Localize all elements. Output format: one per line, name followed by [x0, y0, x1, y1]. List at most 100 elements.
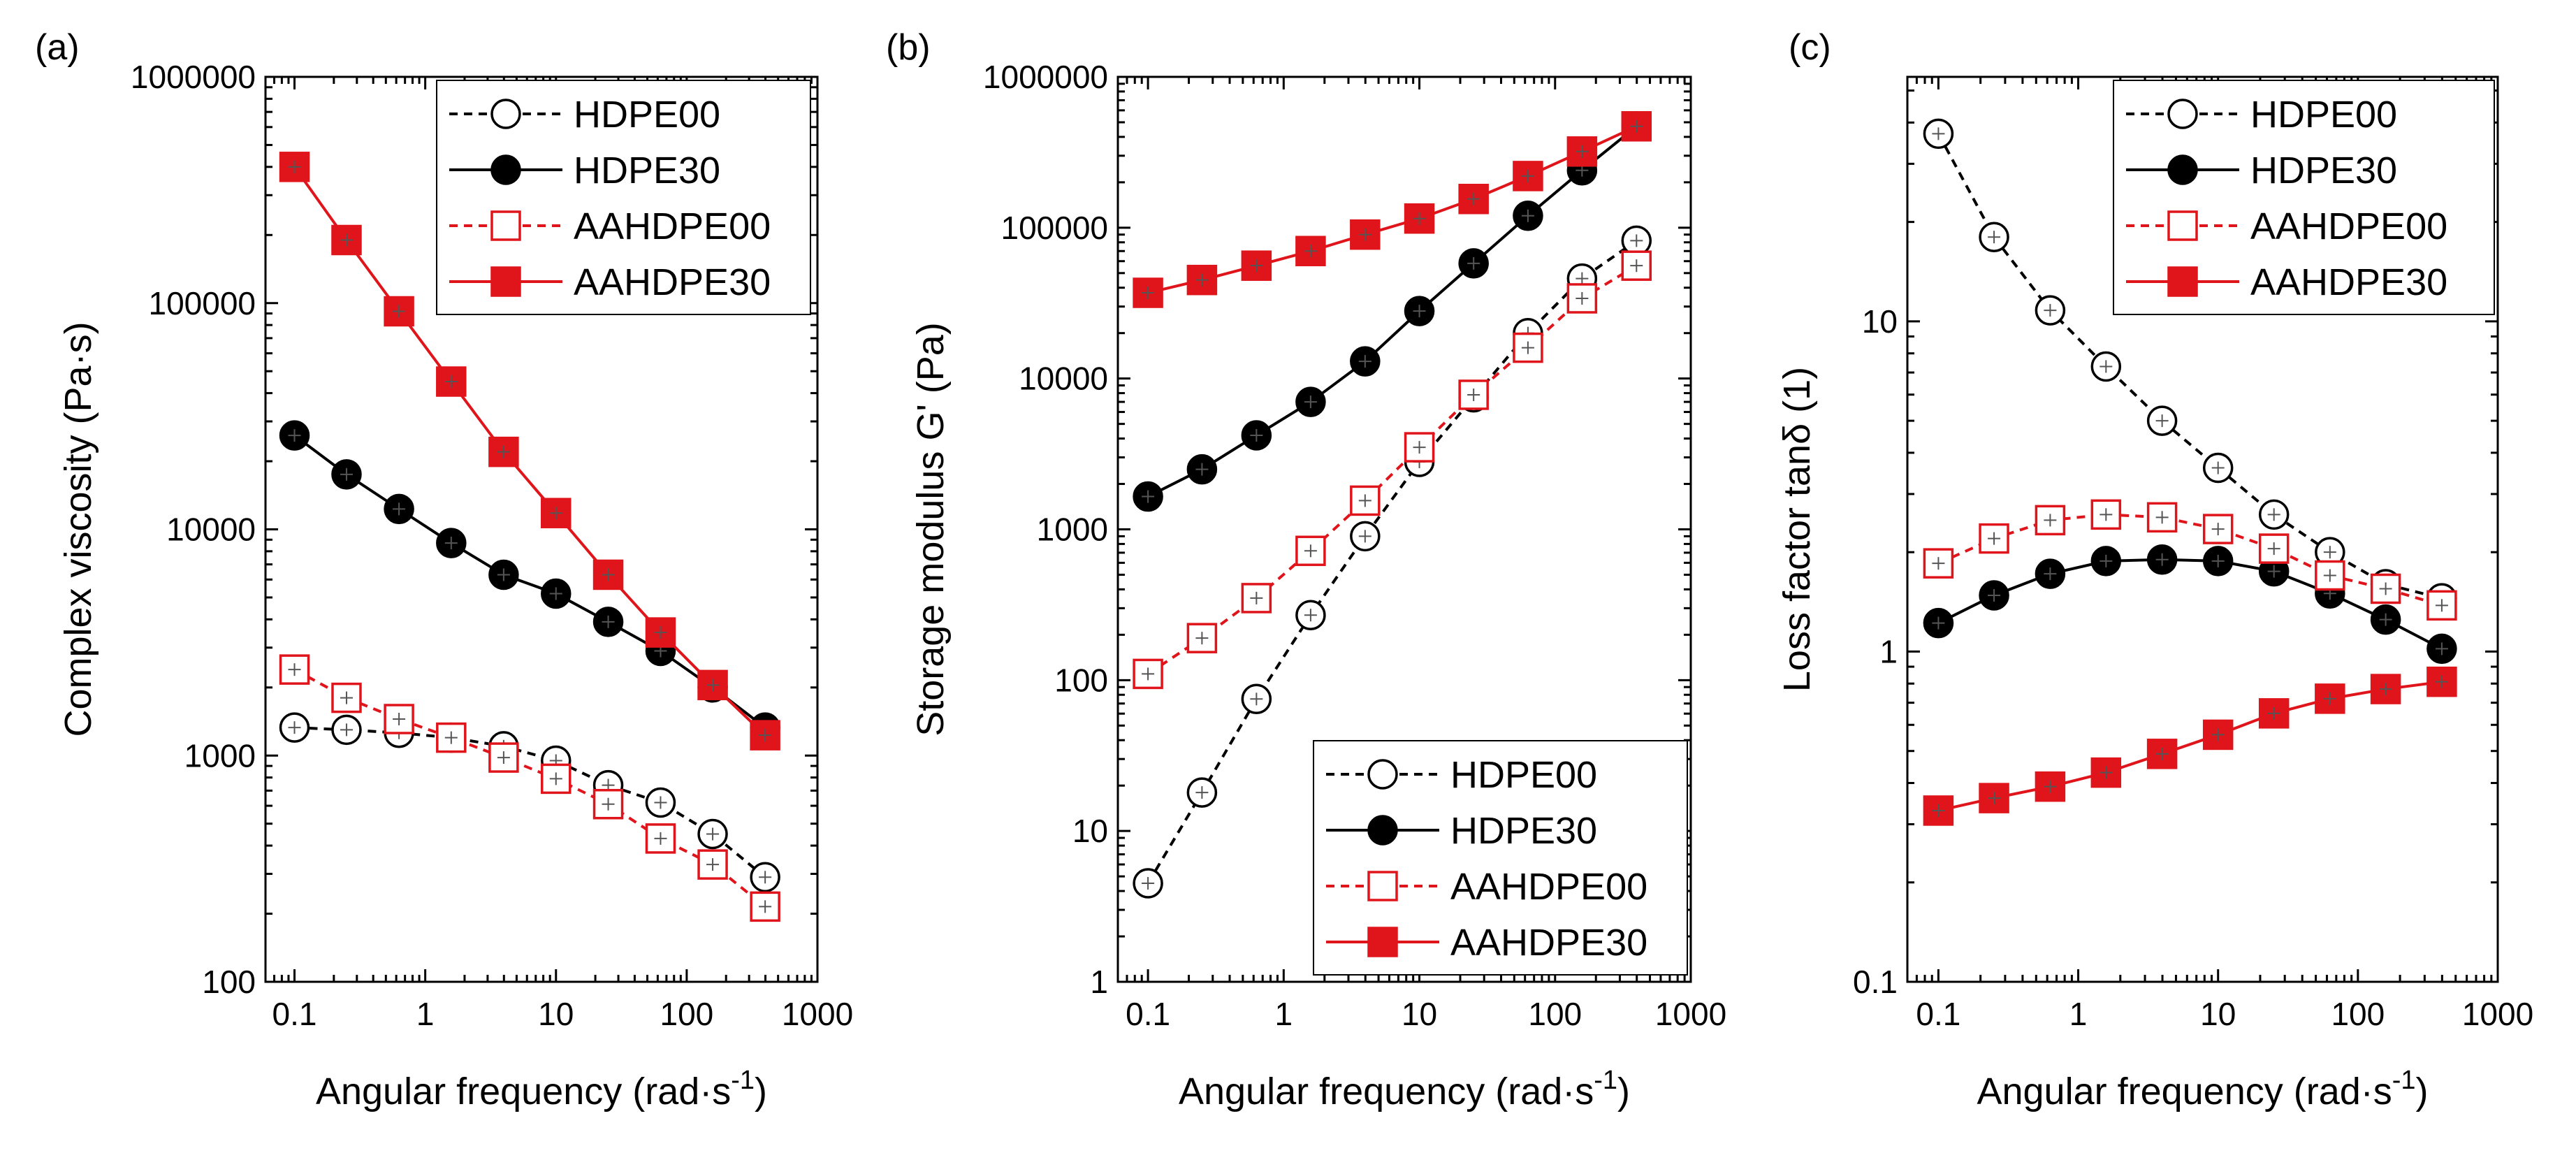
- legend-marker: [2167, 266, 2198, 297]
- legend-item: HDPE00: [449, 94, 720, 136]
- series-AAHDPE00: [1133, 250, 1652, 690]
- y-tick-label: 1: [1879, 633, 1898, 669]
- legend-label: AAHDPE30: [2250, 261, 2447, 303]
- y-tick-label: 1000: [1037, 512, 1108, 548]
- x-tick-label: 100: [1528, 996, 1582, 1032]
- y-tick-label: 100000: [1001, 210, 1109, 246]
- x-tick-label: 1000: [782, 996, 853, 1032]
- legend-item: HDPE30: [449, 150, 720, 191]
- data-point: [1133, 277, 1163, 308]
- x-tick-label: 1: [416, 996, 435, 1032]
- panel-c: (c) 0.1 1 10 100 1000 0.1 1 10 Angular frequency …: [1776, 27, 2533, 1112]
- y-tick-label: 100: [202, 964, 256, 1000]
- y-tick-label: 0.1: [1853, 964, 1898, 1000]
- legend-item: HDPE00: [1326, 754, 1597, 796]
- series-AAHDPE00: [1923, 499, 2457, 621]
- legend-item: AAHDPE30: [1326, 922, 1647, 964]
- y-axis-label: Complex viscosity (Pa·s): [57, 321, 99, 737]
- legend-marker: [2167, 154, 2198, 185]
- legend-marker: [490, 266, 521, 297]
- legend-marker: [2167, 210, 2198, 241]
- series-line: [1937, 513, 2443, 607]
- y-axis-label: Storage modulus G' (Pa): [910, 322, 952, 737]
- x-tick-label: 1: [2069, 996, 2088, 1032]
- y-tick-label: 10: [1862, 303, 1898, 340]
- legend-marker: [1367, 927, 1398, 957]
- legend-label: HDPE30: [574, 150, 720, 191]
- series-line: [293, 166, 766, 737]
- data-point: [1621, 111, 1652, 142]
- legend-label: AAHDPE30: [574, 261, 771, 303]
- legend-item: AAHDPE00: [449, 205, 771, 247]
- legend-item: HDPE00: [2126, 94, 2397, 136]
- panel-label: (b): [886, 27, 931, 68]
- legend-marker: [1367, 759, 1398, 790]
- series-line: [293, 434, 766, 729]
- x-axis-label: Angular frequency (rad·s-1): [1977, 1066, 2428, 1112]
- legend-marker: [490, 210, 521, 241]
- series-AAHDPE30: [1133, 111, 1652, 308]
- data-point: [384, 704, 414, 734]
- x-tick-label: 100: [2331, 996, 2385, 1032]
- series-line: [1147, 239, 1638, 885]
- legend-item: AAHDPE00: [2126, 205, 2447, 247]
- legend-item: HDPE30: [1326, 810, 1597, 852]
- y-tick-label: 1000: [184, 737, 256, 774]
- legend-label: AAHDPE30: [1450, 922, 1647, 964]
- legend: HDPE00 HDPE30 AAHDPE00 AAHDPE30: [1313, 740, 1688, 976]
- data-point: [488, 436, 519, 467]
- legend-item: AAHDPE00: [1326, 866, 1647, 908]
- x-tick-label: 10: [538, 996, 574, 1032]
- data-point: [436, 366, 467, 397]
- legend-marker: [1367, 871, 1398, 901]
- legend-label: AAHDPE00: [2250, 205, 2447, 247]
- y-tick-label: 10000: [166, 512, 256, 548]
- y-tick-label: 1000000: [983, 59, 1108, 95]
- y-tick-label: 1000000: [131, 59, 256, 95]
- x-tick-label: 0.1: [1916, 996, 1960, 1032]
- series-line: [1147, 125, 1638, 498]
- data-point: [750, 720, 780, 751]
- series-line: [1937, 558, 2443, 651]
- x-tick-label: 1000: [2462, 996, 2533, 1032]
- legend-label: HDPE00: [574, 94, 720, 136]
- series-line: [1147, 264, 1638, 676]
- legend-label: HDPE30: [1450, 810, 1597, 852]
- series-AAHDPE30: [279, 152, 780, 751]
- plot-frame: [1906, 75, 2499, 983]
- series-line: [1937, 680, 2443, 812]
- y-tick-label: 100: [1054, 662, 1108, 698]
- y-tick-label: 10000: [1019, 361, 1108, 397]
- data-point: [2090, 757, 2122, 788]
- panel-a: (a) 0.1 1 10 100 1000 100 1000 10000 100000 100000…: [35, 27, 853, 1112]
- y-axis-label: Loss factor tanδ (1): [1776, 367, 1818, 692]
- data-point: [1241, 583, 1272, 614]
- legend-label: AAHDPE00: [1450, 866, 1647, 908]
- x-tick-label: 0.1: [272, 996, 317, 1032]
- legend-label: HDPE30: [2250, 150, 2397, 191]
- panel-label: (a): [35, 27, 80, 68]
- series-line: [1937, 133, 2443, 600]
- legend: HDPE00 HDPE30 AAHDPE00 AAHDPE30: [2113, 80, 2495, 315]
- series-HDPE30: [1923, 544, 2457, 665]
- series-HDPE00: [1923, 118, 2457, 614]
- legend: HDPE00 HDPE30 AAHDPE00 AAHDPE30: [436, 80, 811, 315]
- legend-label: HDPE00: [1450, 754, 1597, 796]
- x-tick-label: 10: [2200, 996, 2236, 1032]
- legend-marker: [1367, 815, 1398, 846]
- legend-marker: [2167, 99, 2198, 129]
- x-tick-label: 10: [1402, 996, 1437, 1032]
- legend-label: HDPE00: [2250, 94, 2397, 136]
- data-point: [2258, 698, 2290, 729]
- y-tick-label: 100000: [149, 285, 256, 321]
- series-line: [1147, 124, 1638, 294]
- legend-item: HDPE30: [2126, 150, 2397, 191]
- x-tick-label: 1: [1275, 996, 1293, 1032]
- data-point: [1513, 161, 1543, 191]
- panel-b: (b) 0.1 1 10 100 1000 1 10 100 1000 10000 100000 100…: [886, 27, 1726, 1112]
- y-tick-label: 1: [1090, 964, 1108, 1000]
- x-tick-label: 100: [660, 996, 714, 1032]
- legend-item: AAHDPE30: [2126, 261, 2447, 303]
- legend-item: AAHDPE30: [449, 261, 771, 303]
